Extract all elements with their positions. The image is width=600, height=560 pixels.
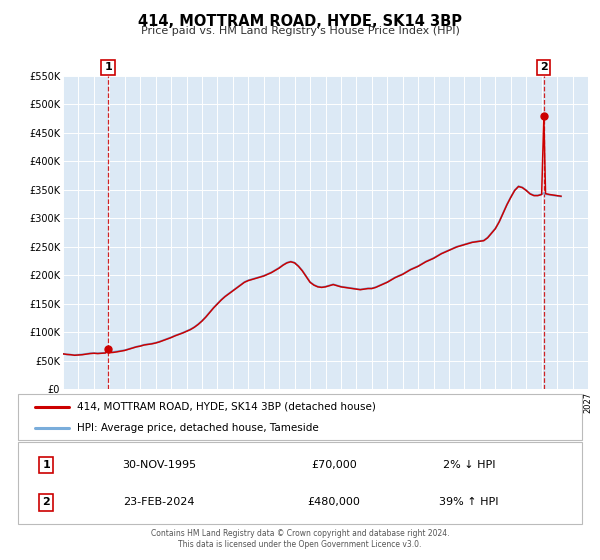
Text: HPI: Average price, detached house, Tameside: HPI: Average price, detached house, Tame… xyxy=(77,423,319,433)
FancyBboxPatch shape xyxy=(18,442,582,524)
FancyBboxPatch shape xyxy=(18,394,582,440)
Text: 414, MOTTRAM ROAD, HYDE, SK14 3BP (detached house): 414, MOTTRAM ROAD, HYDE, SK14 3BP (detac… xyxy=(77,402,376,412)
Text: £480,000: £480,000 xyxy=(307,497,360,507)
Text: £70,000: £70,000 xyxy=(311,460,357,470)
Text: 2: 2 xyxy=(540,63,548,72)
Text: 30-NOV-1995: 30-NOV-1995 xyxy=(122,460,196,470)
Text: 2% ↓ HPI: 2% ↓ HPI xyxy=(443,460,496,470)
Text: 39% ↑ HPI: 39% ↑ HPI xyxy=(439,497,499,507)
Text: 23-FEB-2024: 23-FEB-2024 xyxy=(123,497,195,507)
Text: 414, MOTTRAM ROAD, HYDE, SK14 3BP: 414, MOTTRAM ROAD, HYDE, SK14 3BP xyxy=(138,14,462,29)
Text: 1: 1 xyxy=(104,63,112,72)
Text: Contains HM Land Registry data © Crown copyright and database right 2024.
This d: Contains HM Land Registry data © Crown c… xyxy=(151,529,449,549)
Text: 2: 2 xyxy=(43,497,50,507)
Text: 1: 1 xyxy=(43,460,50,470)
Text: Price paid vs. HM Land Registry's House Price Index (HPI): Price paid vs. HM Land Registry's House … xyxy=(140,26,460,36)
